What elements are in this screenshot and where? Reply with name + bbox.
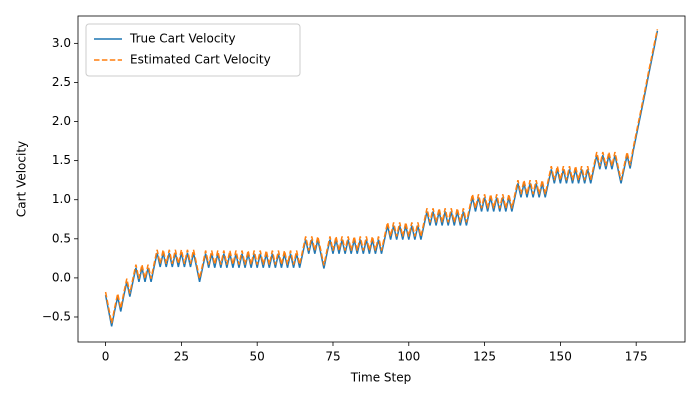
legend-label: Estimated Cart Velocity <box>130 53 271 67</box>
y-tick-label: 1.5 <box>52 153 71 167</box>
x-tick-label: 150 <box>549 350 572 364</box>
x-tick-label: 50 <box>250 350 265 364</box>
x-tick-label: 100 <box>397 350 420 364</box>
y-tick-label: 0.0 <box>52 270 71 284</box>
y-tick-label: 3.0 <box>52 36 71 50</box>
x-tick-label: 175 <box>625 350 648 364</box>
y-tick-label: 1.0 <box>52 192 71 206</box>
x-tick-label: 25 <box>174 350 189 364</box>
y-tick-label: 2.5 <box>52 75 71 89</box>
y-axis-label: Cart Velocity <box>15 141 29 217</box>
series-line <box>104 29 659 324</box>
legend-label: True Cart Velocity <box>129 32 236 46</box>
plot-frame <box>77 15 686 343</box>
y-tick-label: 0.5 <box>52 231 71 245</box>
x-tick-label: 0 <box>102 350 110 364</box>
x-axis-label: Time Step <box>350 371 412 385</box>
x-tick-label: 125 <box>473 350 496 364</box>
x-tick-label: 75 <box>325 350 340 364</box>
y-tick-label: 2.0 <box>52 114 71 128</box>
y-tick-label: −0.5 <box>42 309 71 323</box>
legend-box <box>85 23 301 77</box>
